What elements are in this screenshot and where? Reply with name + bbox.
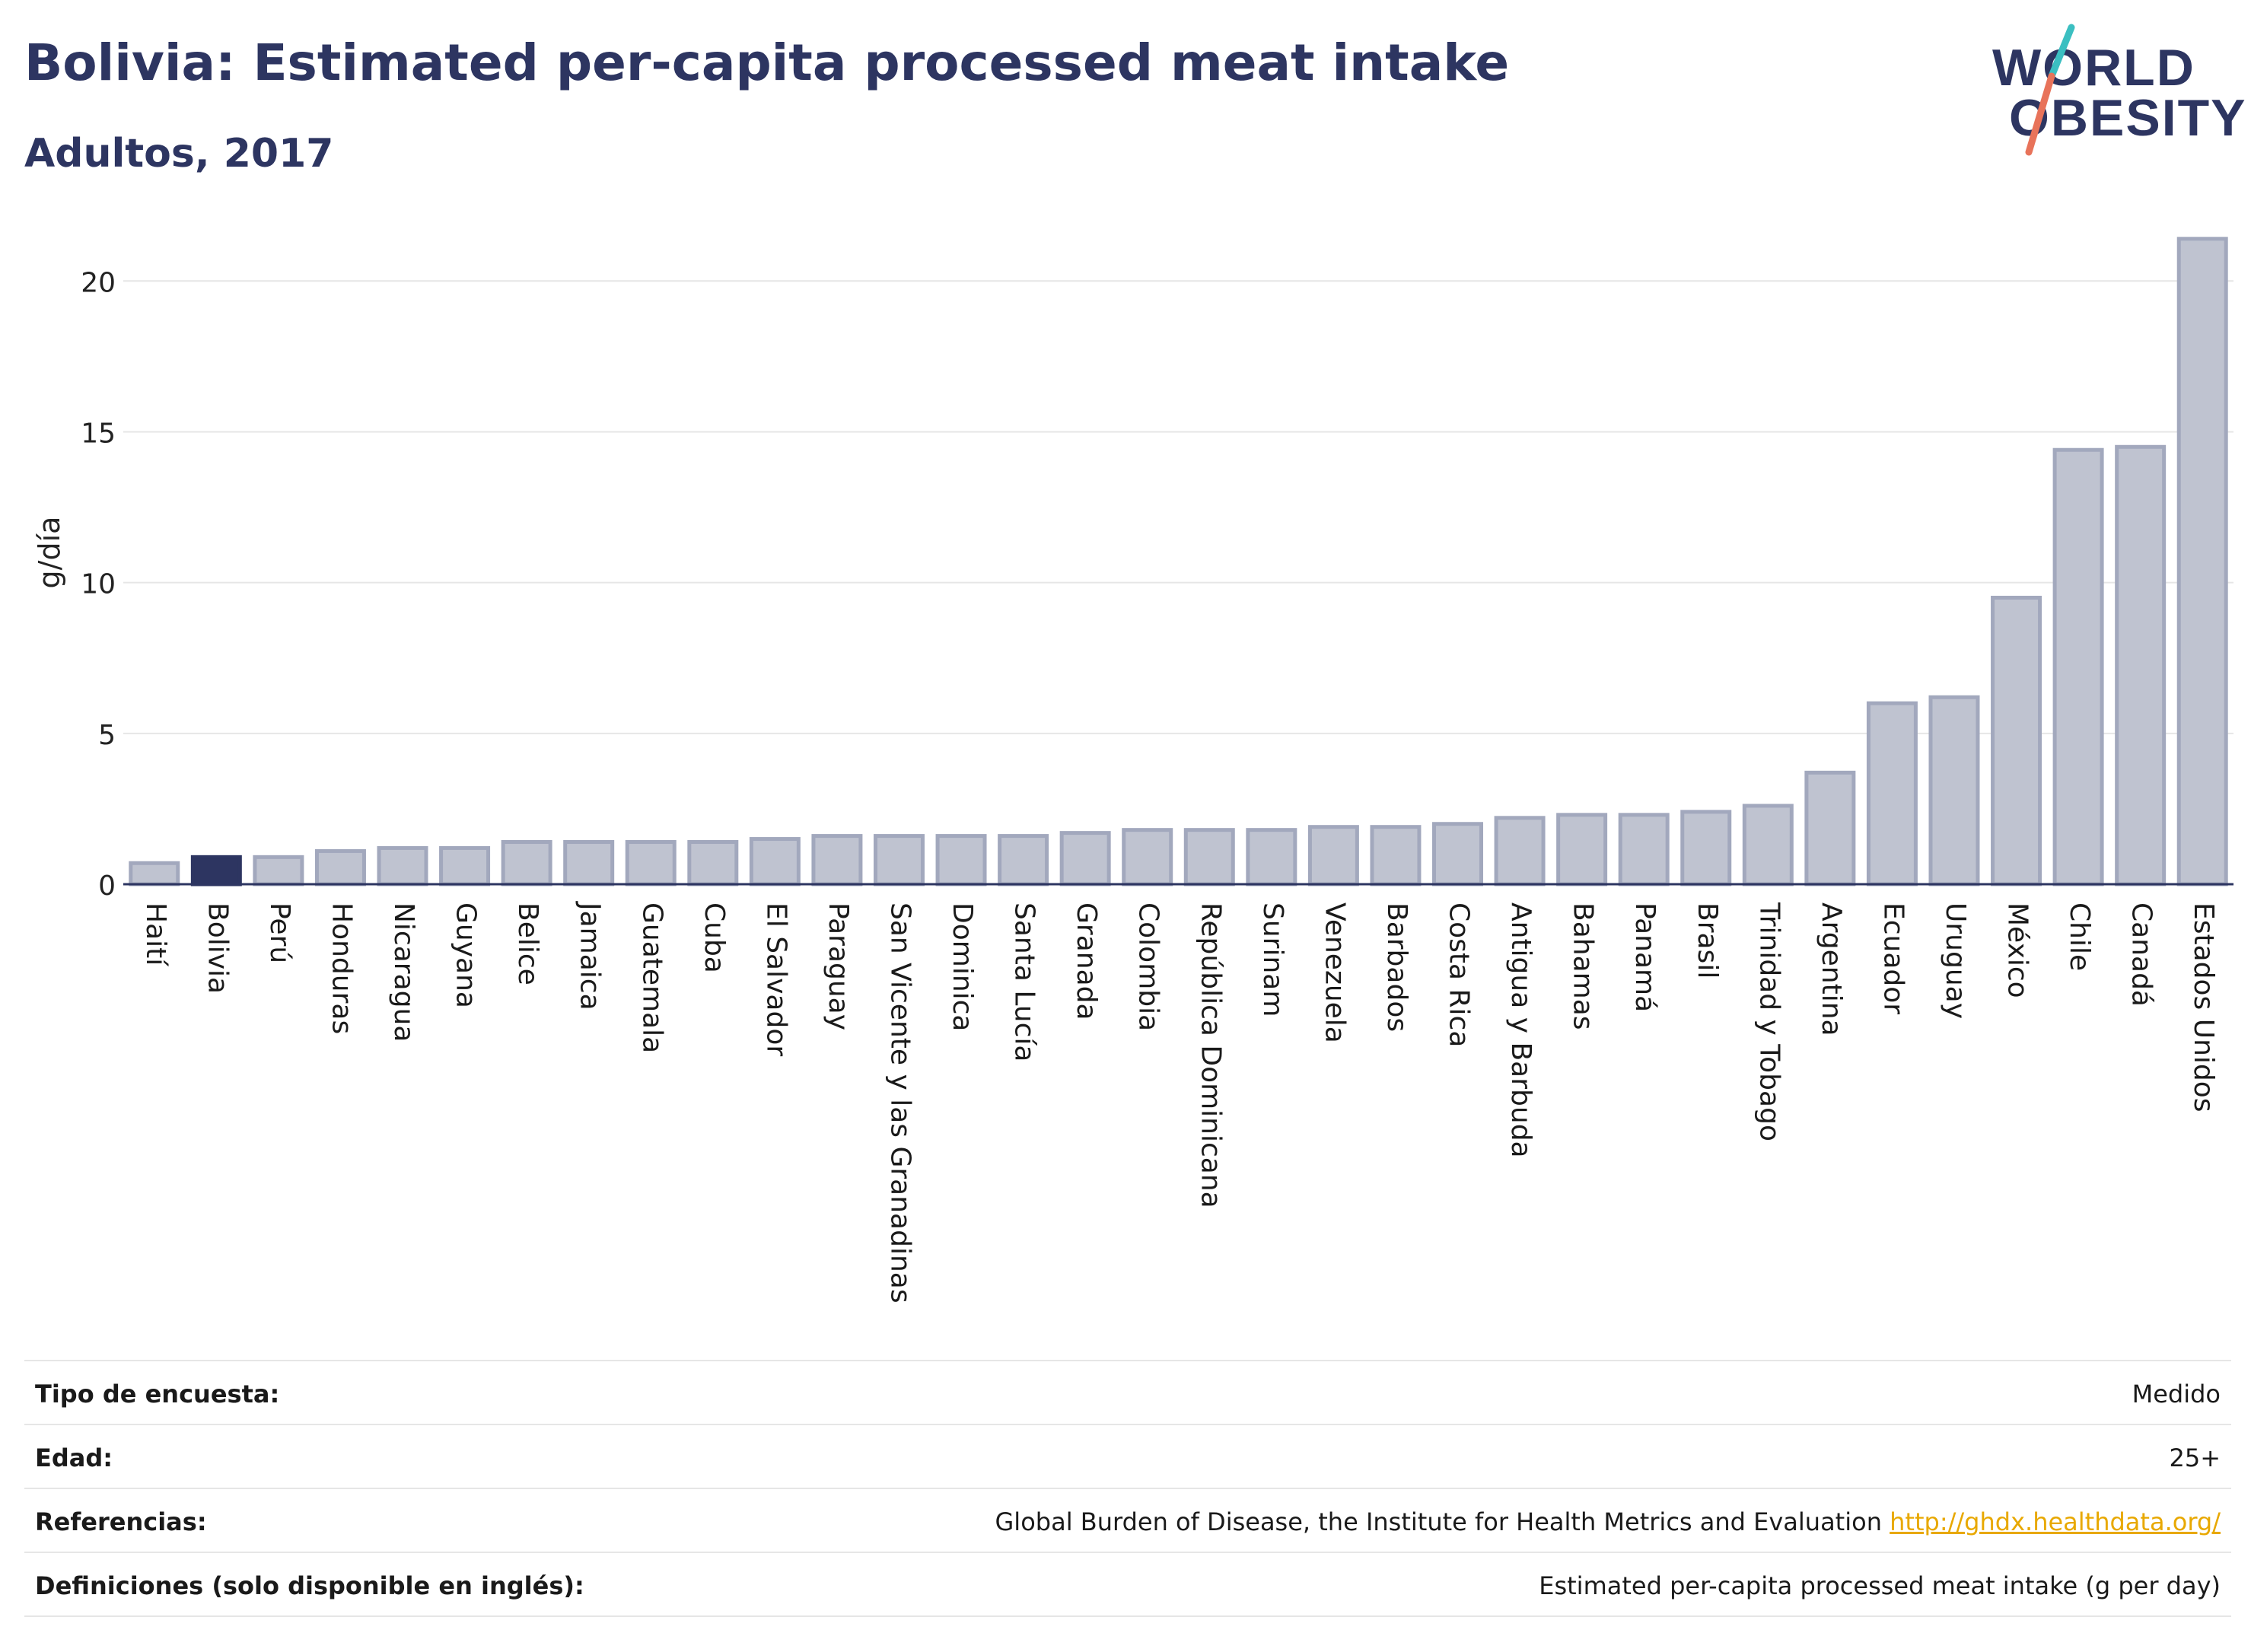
chart-title: Bolivia: Estimated per-capita processed …	[24, 33, 1510, 92]
x-tick-label: Cuba	[699, 902, 730, 973]
x-tick-label: Panamá	[1629, 902, 1660, 1012]
y-tick-label: 10	[81, 569, 116, 600]
meta-label: Definiciones (solo disponible en inglés)…	[35, 1571, 584, 1600]
bar-uruguay[interactable]	[1928, 695, 1980, 886]
bar-chart: 0 5 10 15 20 g/día Haití Bolivia Perú Honduras Nic…	[33, 237, 2233, 1303]
x-tick-label: Uruguay	[1940, 902, 1971, 1019]
logo-slash-top	[2048, 24, 2075, 80]
bar-bahamas[interactable]	[1556, 813, 1608, 886]
x-tick-label: México	[2002, 902, 2033, 998]
x-tick-label: República Dominicana	[1195, 902, 1226, 1208]
x-tick-label: Brasil	[1692, 902, 1723, 979]
x-tick-label: Antigua y Barbuda	[1505, 902, 1536, 1158]
y-tick-label: 20	[81, 267, 116, 298]
metadata-table: Tipo de encuesta: Medido Edad: 25+ Refer…	[24, 1360, 2231, 1617]
bar-belice[interactable]	[501, 840, 552, 886]
x-tick-label: Surinam	[1257, 902, 1288, 1017]
bar-santa-lucía[interactable]	[998, 834, 1049, 886]
bar-república-dominicana[interactable]	[1183, 828, 1235, 886]
bar-honduras[interactable]	[314, 848, 366, 886]
bar-méxico[interactable]	[1991, 595, 2042, 886]
bar-bolivia[interactable]	[190, 855, 242, 886]
meta-value: Medido	[2132, 1380, 2221, 1408]
bar-cuba[interactable]	[687, 840, 739, 886]
x-tick-label: Nicaragua	[388, 902, 419, 1042]
x-tick-label: Colombia	[1133, 902, 1164, 1031]
meta-row-survey-type: Tipo de encuesta: Medido	[24, 1360, 2231, 1424]
meta-value: Estimated per-capita processed meat inta…	[1539, 1571, 2221, 1600]
bar-granada[interactable]	[1059, 831, 1111, 886]
x-tick-label: Argentina	[1816, 902, 1847, 1036]
bar-jamaica[interactable]	[563, 840, 615, 886]
x-tick-label: El Salvador	[760, 902, 791, 1056]
bar-el-salvador[interactable]	[749, 837, 801, 886]
bar-canadá[interactable]	[2115, 444, 2167, 886]
x-tick-label: Chile	[2064, 902, 2095, 971]
x-tick-label: Bolivia	[202, 902, 233, 994]
bar-trinidad-y-tobago[interactable]	[1742, 804, 1794, 886]
y-tick-label: 15	[81, 418, 116, 449]
y-axis-label: g/día	[33, 517, 66, 589]
x-tick-label: Estados Unidos	[2188, 902, 2219, 1112]
x-tick-label: Ecuador	[1877, 902, 1909, 1014]
x-tick-label: Venezuela	[1319, 902, 1350, 1043]
x-tick-label: Santa Lucía	[1009, 902, 1040, 1062]
reference-text: Global Burden of Disease, the Institute …	[995, 1507, 1882, 1536]
x-tick-label: Guatemala	[636, 902, 667, 1053]
bar-costa-rica[interactable]	[1432, 822, 1484, 886]
logo-slash-icon	[2025, 24, 2075, 156]
x-tick-label: Bahamas	[1568, 902, 1599, 1030]
x-tick-label: Guyana	[451, 902, 482, 1008]
meta-label: Edad:	[35, 1444, 113, 1472]
x-tick-label: Paraguay	[823, 902, 854, 1030]
bar-dominica[interactable]	[935, 834, 987, 886]
bar-panamá[interactable]	[1618, 813, 1670, 886]
bar-haití[interactable]	[129, 861, 180, 886]
y-tick-label: 0	[98, 871, 116, 902]
reference-link[interactable]: http://ghdx.healthdata.org/	[1890, 1507, 2221, 1536]
meta-row-definitions: Definiciones (solo disponible en inglés)…	[24, 1552, 2231, 1617]
bar-brasil[interactable]	[1680, 810, 1732, 886]
logo-slash-bottom	[2025, 72, 2055, 156]
meta-value: 25+	[2169, 1444, 2221, 1472]
x-tick-label: Perú	[264, 902, 295, 963]
logo-line-1: WORLD	[1992, 39, 2195, 97]
x-tick-label: Haití	[140, 902, 171, 966]
chart-subtitle: Adultos, 2017	[24, 131, 334, 177]
world-obesity-logo: WORLD OBESITY	[1979, 23, 2246, 160]
meta-row-references: Referencias: Global Burden of Disease, t…	[24, 1488, 2231, 1552]
meta-row-age: Edad: 25+	[24, 1424, 2231, 1488]
x-tick-label: Jamaica	[575, 901, 606, 1011]
x-tick-label: Barbados	[1381, 902, 1412, 1032]
x-tick-label: Belice	[512, 902, 543, 985]
meta-label: Referencias:	[35, 1507, 207, 1536]
bar-argentina[interactable]	[1804, 770, 1856, 886]
meta-value-references: Global Burden of Disease, the Institute …	[995, 1507, 2221, 1536]
x-tick-label: Honduras	[326, 902, 357, 1034]
bar-perú[interactable]	[253, 855, 304, 886]
bar-surinam[interactable]	[1246, 828, 1297, 886]
bar-san-vicente-y-las-granadinas[interactable]	[873, 834, 925, 886]
bar-ecuador[interactable]	[1866, 701, 1918, 886]
bar-guatemala[interactable]	[625, 840, 677, 886]
bar-estados-unidos[interactable]	[2176, 237, 2228, 886]
x-tick-label: San Vicente y las Granadinas	[884, 902, 915, 1303]
bar-nicaragua[interactable]	[377, 845, 428, 886]
x-tick-label: Canadá	[2126, 902, 2157, 1007]
bar-barbados[interactable]	[1370, 825, 1422, 886]
bar-antigua-y-barbuda[interactable]	[1494, 816, 1546, 886]
bar-venezuela[interactable]	[1307, 825, 1359, 886]
bar-chile[interactable]	[2052, 447, 2104, 886]
x-tick-label: Granada	[1071, 902, 1102, 1020]
x-tick-label: Dominica	[947, 902, 978, 1032]
y-tick-label: 5	[98, 720, 116, 751]
bar-guyana[interactable]	[439, 845, 491, 886]
bar-colombia[interactable]	[1122, 828, 1173, 886]
meta-label: Tipo de encuesta:	[35, 1380, 280, 1408]
bar-paraguay[interactable]	[811, 834, 863, 886]
x-tick-label: Costa Rica	[1444, 902, 1475, 1047]
x-tick-label: Trinidad y Tobago	[1753, 902, 1785, 1141]
